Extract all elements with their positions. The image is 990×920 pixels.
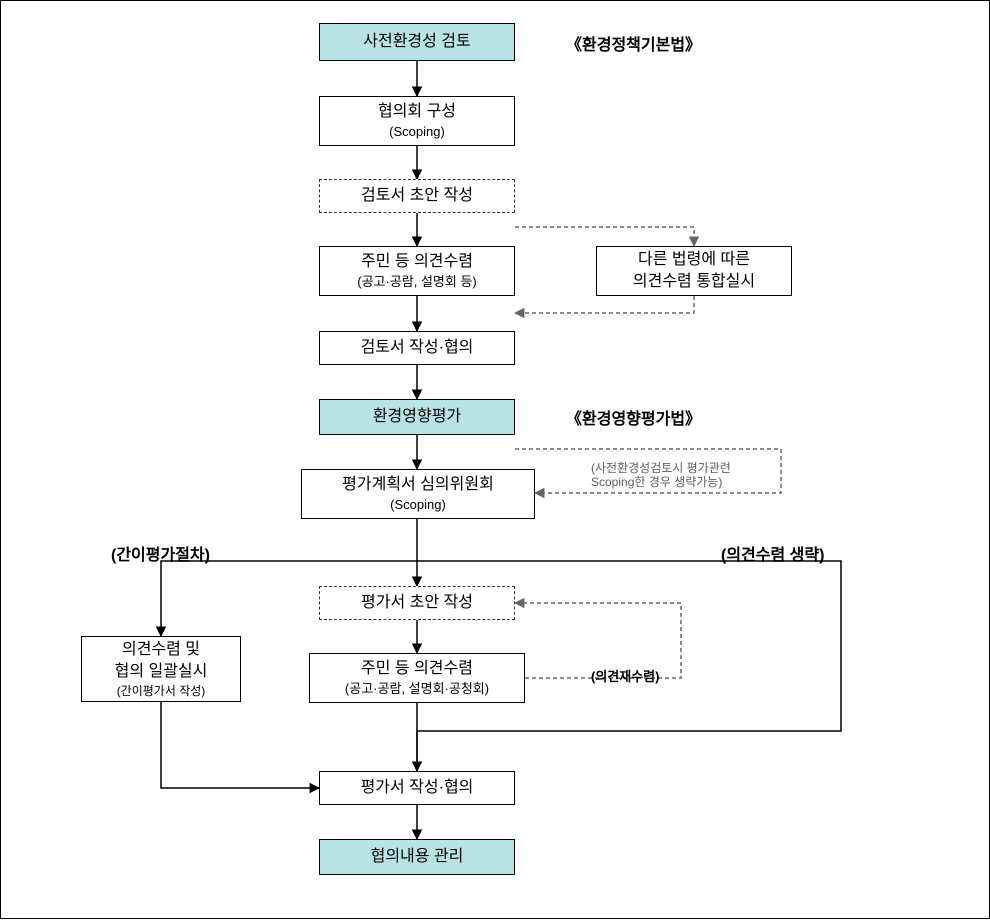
node-text: 검토서 초안 작성	[361, 185, 473, 207]
node-text: 검토서 작성·협의	[361, 337, 474, 359]
node-text: 의견수렴 및	[122, 639, 200, 661]
node-text: 협의회 구성	[378, 101, 456, 123]
node-subtext: (Scoping)	[390, 496, 446, 514]
node-text2: 협의 일괄실시	[115, 661, 208, 683]
node-text2: 의견수렴 통합실시	[633, 271, 755, 293]
node-text: 사전환경성 검토	[363, 31, 471, 53]
node-text: 평가서 작성·협의	[361, 777, 474, 799]
node-subtext: (공고·공람, 설명회·공청회)	[345, 680, 489, 698]
node-review-write-consult: 검토서 작성·협의	[319, 331, 515, 365]
label-scoping-note-2: Scoping한 경우 생략가능)	[591, 473, 722, 490]
node-scoping-2: 평가계획서 심의위원회 (Scoping)	[301, 469, 535, 519]
node-subtext: (Scoping)	[389, 123, 445, 141]
label-simplified-proc: (간이평가절차)	[111, 541, 210, 565]
node-text: 평가계획서 심의위원회	[342, 474, 494, 496]
node-subtext: (공고·공람, 설명회 등)	[357, 273, 477, 291]
node-manage-consult: 협의내용 관리	[319, 839, 515, 875]
node-text: 주민 등 의견수렴	[361, 251, 473, 273]
node-public-opinion-1: 주민 등 의견수렴 (공고·공람, 설명회 등)	[319, 246, 515, 296]
node-text: 평가서 초안 작성	[361, 592, 473, 614]
node-draft-review: 검토서 초안 작성	[319, 179, 515, 213]
node-text: 협의내용 관리	[371, 846, 464, 868]
node-text: 주민 등 의견수렴	[361, 658, 473, 680]
node-other-law-opinion: 다른 법령에 따른 의견수렴 통합실시	[596, 246, 792, 296]
node-public-opinion-2: 주민 등 의견수렴 (공고·공람, 설명회·공청회)	[309, 653, 525, 703]
node-text: 다른 법령에 따른	[638, 249, 750, 271]
label-env-policy-law: 《환경정책기본법》	[566, 31, 701, 55]
flowchart-canvas: 사전환경성 검토 《환경정책기본법》 협의회 구성 (Scoping) 검토서 …	[0, 0, 990, 919]
node-scoping-1: 협의회 구성 (Scoping)	[319, 96, 515, 146]
node-draft-evaluation: 평가서 초안 작성	[319, 586, 515, 620]
label-eia-law: 《환경영향평가법》	[566, 405, 701, 429]
node-eval-write-consult: 평가서 작성·협의	[319, 771, 515, 805]
node-text: 환경영향평가	[373, 406, 461, 428]
node-combined-consult: 의견수렴 및 협의 일괄실시 (간이평가서 작성)	[81, 636, 241, 702]
node-eia: 환경영향평가	[319, 399, 515, 435]
node-pre-env-review: 사전환경성 검토	[319, 23, 515, 61]
node-tiny: (간이평가서 작성)	[117, 683, 206, 699]
label-skip-opinion: (의견수렴 생략)	[721, 541, 824, 565]
label-reopinion: (의견재수렴)	[591, 666, 659, 685]
